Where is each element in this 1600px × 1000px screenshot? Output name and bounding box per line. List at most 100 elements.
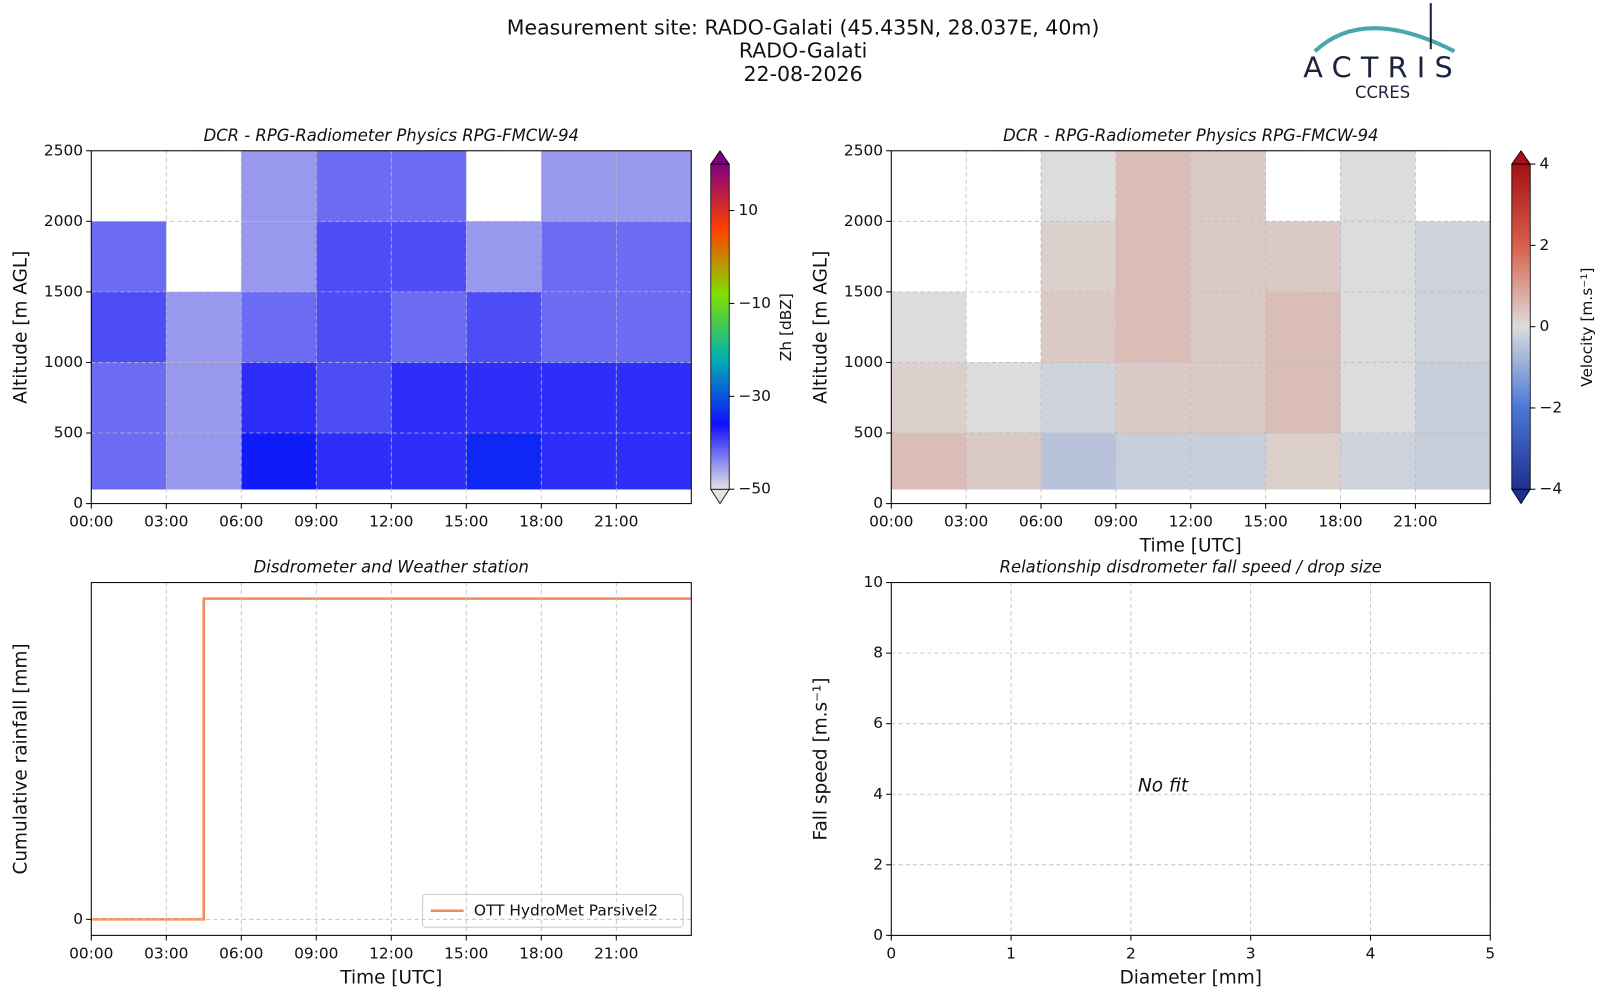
heatmap-cell: [241, 362, 317, 434]
heatmap-cell: [241, 221, 317, 292]
heatmap-cell: [466, 433, 542, 490]
logo-arc: [1313, 26, 1456, 54]
x-tick-label: 3: [1246, 944, 1256, 962]
x-tick-label: 09:00: [294, 944, 338, 962]
y-tick-label: 1500: [44, 282, 83, 300]
x-tick-label: 18:00: [1318, 513, 1362, 531]
x-tick-label: 0: [886, 944, 896, 962]
colorbar-tick-label: 4: [1539, 155, 1549, 173]
x-tick-label: 09:00: [294, 513, 338, 531]
heatmap-cell: [1265, 291, 1341, 363]
heatmap-cell: [1265, 221, 1341, 292]
x-tick-label: 12:00: [369, 513, 413, 531]
heatmap-cell: [541, 433, 617, 490]
heatmap-cell: [1190, 433, 1266, 490]
colorbar-tick-label: 2: [1539, 236, 1549, 254]
heatmap-cell: [316, 150, 392, 222]
heatmap-cell: [316, 221, 392, 292]
heatmap-cell: [1190, 221, 1266, 292]
heatmap-cell: [166, 433, 242, 490]
colorbar-tick-label: 0: [1539, 317, 1549, 335]
x-tick-label: 18:00: [519, 513, 563, 531]
legend-label: OTT HydroMet Parsivel2: [474, 901, 658, 919]
colorbar-label: Zh [dBZ]: [777, 293, 795, 361]
x-tick-label: 09:00: [1094, 513, 1138, 531]
heatmap-cell: [541, 362, 617, 434]
heatmap-cell: [541, 221, 617, 292]
heatmap-cell: [1115, 291, 1191, 363]
y-tick-label: 6: [873, 714, 883, 732]
colorbar-tick-label: −30: [738, 387, 770, 405]
x-tick-label: 12:00: [369, 944, 413, 962]
y-axis-label: Cumulative rainfall [mm]: [11, 643, 32, 874]
heatmap-cell: [466, 221, 542, 292]
heatmap-cell: [391, 221, 467, 292]
heatmap-cell: [541, 291, 617, 363]
heatmap-cell: [891, 362, 967, 434]
x-tick-label: 5: [1485, 944, 1495, 962]
x-tick-label: 12:00: [1169, 513, 1213, 531]
line: [91, 597, 692, 921]
y-tick-label: 2500: [44, 141, 83, 159]
plot-frame: [890, 582, 1491, 936]
y-axis-label: Fall speed [m.s⁻¹]: [811, 677, 832, 840]
y-tick-label: 0: [873, 926, 883, 944]
heatmap-cell: [1115, 362, 1191, 434]
heatmap-cell: [966, 433, 1042, 490]
heatmap-cell: [1115, 150, 1191, 222]
heatmap-cell: [1265, 362, 1341, 434]
x-axis-label: Diameter [mm]: [1120, 967, 1262, 988]
heatmap-cell: [241, 433, 317, 490]
y-tick-label: 1500: [844, 282, 883, 300]
suptitle: Measurement site: RADO-Galati (45.435N, …: [507, 16, 1100, 40]
heatmap-cell: [1415, 221, 1491, 292]
heatmap-cell: [316, 433, 392, 490]
colorbar-tick-label: −2: [1539, 398, 1562, 416]
heatmap-cell: [241, 150, 317, 222]
x-axis-label: Time [UTC]: [339, 967, 442, 988]
colorbar-label: Velocity [m.s⁻¹]: [1578, 267, 1596, 386]
x-tick-label: 03:00: [144, 944, 188, 962]
heatmap-cell: [1415, 433, 1491, 490]
heatmap-cell: [1340, 291, 1416, 363]
x-tick-label: 18:00: [519, 944, 563, 962]
heatmap-cell: [891, 291, 967, 363]
heatmap-cell: [616, 221, 692, 292]
heatmap-cell: [466, 291, 542, 363]
heatmap-cell: [616, 362, 692, 434]
x-tick-label: 06:00: [1019, 513, 1063, 531]
heatmap-cell: [91, 362, 167, 434]
heatmap-cell: [616, 291, 692, 363]
x-tick-label: 00:00: [869, 513, 913, 531]
heatmap-cell: [1115, 433, 1191, 490]
heatmap-cell: [1415, 291, 1491, 363]
heatmap-cell: [166, 362, 242, 434]
axes-title: DCR - RPG-Radiometer Physics RPG-FMCW-94: [1003, 126, 1378, 145]
heatmap-cell: [91, 433, 167, 490]
heatmap-cell: [166, 291, 242, 363]
y-tick-label: 2: [873, 855, 883, 873]
heatmap-cell: [391, 433, 467, 490]
heatmap-cell: [391, 362, 467, 434]
x-tick-label: 06:00: [219, 513, 263, 531]
x-tick-label: 06:00: [219, 944, 263, 962]
x-tick-label: 1: [1006, 944, 1016, 962]
heatmap-cell: [1340, 433, 1416, 490]
y-tick-label: 10: [863, 573, 883, 591]
x-tick-label: 15:00: [444, 513, 488, 531]
y-tick-label: 2000: [44, 212, 83, 230]
logo-text: ACTRIS: [1303, 51, 1462, 85]
heatmap-cell: [1041, 150, 1116, 222]
heatmap-cell: [391, 291, 467, 363]
x-tick-label: 21:00: [594, 944, 638, 962]
x-tick-label: 21:00: [594, 513, 638, 531]
x-tick-label: 4: [1366, 944, 1376, 962]
heatmap-cell: [1041, 291, 1116, 363]
heatmap-cell: [241, 291, 317, 363]
x-tick-label: 00:00: [69, 513, 113, 531]
heatmap-cell: [1340, 150, 1416, 222]
y-tick-label: 0: [873, 494, 883, 512]
colorbar-tick-label: 10: [738, 201, 758, 219]
axes-title: Disdrometer and Weather station: [254, 558, 529, 577]
y-axis-label: Altitude [m AGL]: [811, 251, 832, 404]
